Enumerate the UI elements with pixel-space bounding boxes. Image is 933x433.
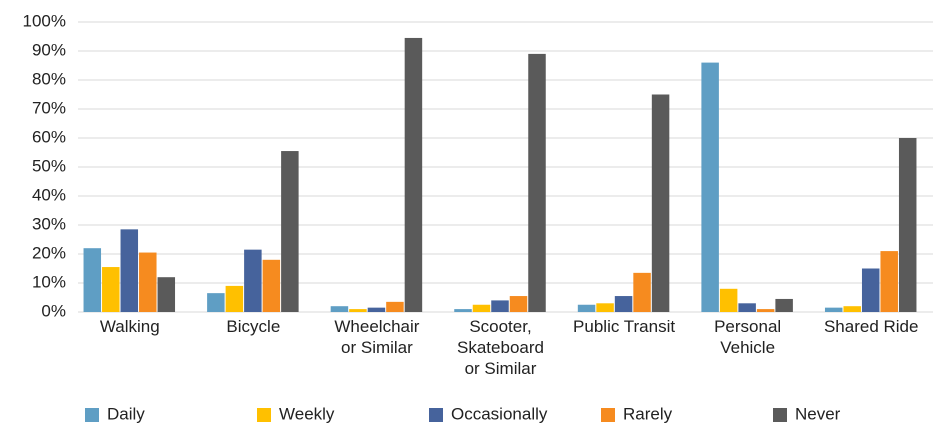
legend-label: Never: [795, 404, 841, 423]
y-tick-label: 0%: [41, 301, 66, 320]
bar: [614, 296, 633, 312]
bar: [528, 53, 546, 313]
legend-swatch: [257, 408, 271, 422]
x-tick-label: Bicycle: [226, 317, 280, 336]
legend-swatch: [601, 408, 615, 422]
y-tick-label: 40%: [32, 185, 66, 204]
bar: [861, 268, 880, 312]
bar: [577, 304, 596, 312]
bar: [491, 300, 509, 312]
bar: [738, 303, 756, 312]
bar: [596, 303, 614, 312]
bar: [386, 301, 404, 312]
y-tick-label: 60%: [32, 127, 66, 146]
bar: [898, 138, 917, 312]
legend-label: Weekly: [279, 404, 335, 423]
bar: [349, 309, 367, 312]
bar: [102, 267, 120, 312]
bar: [651, 94, 670, 312]
y-tick-label: 10%: [32, 272, 66, 291]
bar: [824, 307, 843, 312]
legend-swatch: [773, 408, 787, 422]
x-tick-label: Public Transit: [573, 317, 675, 336]
bar: [472, 304, 491, 312]
bar: [509, 296, 528, 312]
bar: [756, 309, 775, 312]
y-tick-label: 50%: [32, 156, 66, 175]
bar: [404, 37, 423, 312]
legend-label: Rarely: [623, 404, 673, 423]
bar: [120, 229, 139, 312]
bar: [225, 285, 244, 312]
bar: [880, 251, 898, 312]
bar: [207, 293, 225, 312]
y-tick-label: 70%: [32, 98, 66, 117]
legend-label: Occasionally: [451, 404, 548, 423]
y-tick-label: 90%: [32, 40, 66, 59]
bar: [281, 151, 299, 312]
x-tick-label: Walking: [100, 317, 160, 336]
bar: [633, 272, 651, 312]
bar: [157, 277, 176, 312]
legend-label: Daily: [107, 404, 145, 423]
y-tick-label: 20%: [32, 243, 66, 262]
bar: [244, 249, 262, 312]
y-tick-label: 100%: [23, 11, 66, 30]
bar: [367, 307, 386, 312]
x-tick-label: Scooter, Skateboard or Similar: [457, 317, 544, 378]
x-tick-label: Personal Vehicle: [714, 317, 781, 357]
bar: [83, 248, 102, 312]
legend-swatch: [429, 408, 443, 422]
legend-swatch: [85, 408, 99, 422]
bar: [719, 288, 738, 312]
bar: [330, 306, 349, 312]
bar: [701, 62, 719, 312]
bar: [139, 252, 157, 312]
x-tick-label: Wheelchair or Similar: [334, 317, 419, 357]
y-tick-label: 80%: [32, 69, 66, 88]
bar: [262, 259, 281, 312]
y-tick-label: 30%: [32, 214, 66, 233]
x-tick-label: Shared Ride: [824, 317, 919, 336]
bar: [775, 298, 793, 312]
bar: [843, 306, 861, 312]
bar: [454, 309, 472, 312]
